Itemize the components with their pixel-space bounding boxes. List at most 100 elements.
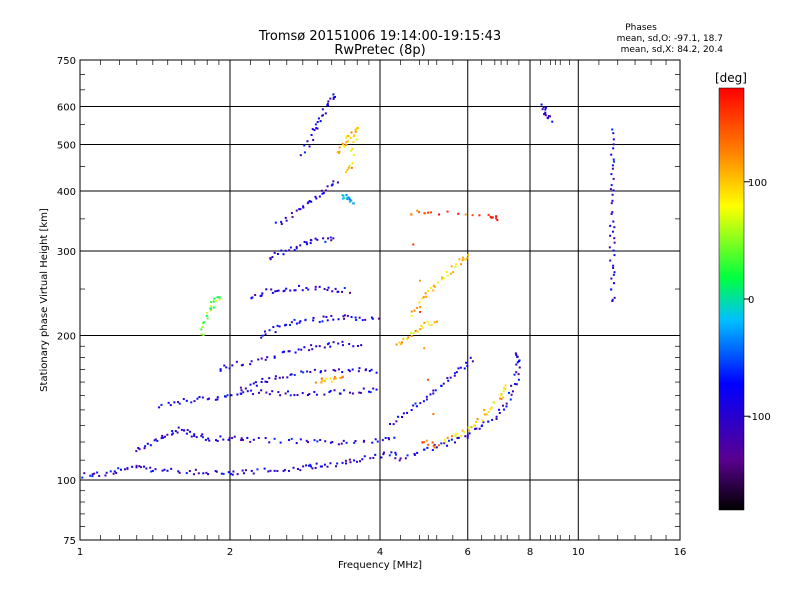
echo-point (334, 369, 337, 372)
echo-point (399, 457, 402, 460)
echo-point (205, 314, 208, 317)
echo-point (448, 439, 451, 442)
echo-point (324, 240, 327, 243)
echo-point (166, 469, 169, 472)
echo-point (283, 289, 286, 292)
echo-point (333, 375, 336, 378)
echo-point (296, 467, 299, 470)
echo-point (611, 298, 614, 301)
plot-frame (79, 59, 681, 541)
echo-point (263, 330, 266, 333)
echo-point (271, 256, 274, 259)
legend-line-o: mean, sd,O: -97.1, 18.7 (617, 34, 723, 44)
echo-point (303, 144, 306, 147)
echo-point (266, 380, 269, 383)
echo-point (608, 246, 611, 249)
echo-point (349, 461, 352, 464)
echo-point (355, 318, 358, 321)
echo-point (372, 456, 375, 459)
echo-point (427, 289, 430, 292)
echo-point (231, 364, 234, 367)
echo-point (260, 380, 263, 383)
echo-point (91, 473, 94, 476)
echo-point (388, 438, 391, 441)
echo-point (406, 411, 409, 414)
echo-point (83, 472, 86, 475)
echo-point (329, 441, 332, 444)
echo-point (143, 447, 146, 450)
echo-point (309, 463, 312, 466)
echo-point (193, 433, 196, 436)
echo-point (294, 351, 297, 354)
echo-point (300, 370, 303, 373)
x-tick-label: 16 (674, 547, 687, 558)
echo-point (270, 288, 273, 291)
echo-point (541, 108, 544, 111)
echo-point (316, 121, 319, 124)
colorbar-tick-label: -100 (748, 412, 771, 423)
echo-point (302, 206, 305, 209)
echo-point (430, 323, 433, 326)
echo-point (332, 341, 335, 344)
echo-point (343, 197, 346, 200)
echo-point (612, 273, 615, 276)
echo-point (348, 458, 351, 461)
echo-point (343, 314, 346, 317)
echo-point (455, 263, 458, 266)
echo-point (305, 286, 308, 289)
echo-point (446, 376, 449, 379)
echo-point (461, 429, 464, 432)
echo-point (329, 97, 332, 100)
echo-point (468, 432, 471, 435)
echo-point (433, 285, 436, 288)
echo-point (450, 265, 453, 268)
echo-point (609, 259, 612, 262)
echo-point (303, 240, 306, 243)
echo-point (160, 403, 163, 406)
echo-point (306, 243, 309, 246)
echo-point (348, 200, 351, 203)
echo-point (271, 291, 274, 294)
echo-point (410, 314, 413, 317)
echo-point (334, 377, 337, 380)
echo-point (433, 321, 436, 324)
echo-point (500, 397, 503, 400)
echo-point (518, 359, 521, 362)
echo-point (311, 467, 314, 470)
echo-point (308, 464, 311, 467)
echo-point (219, 368, 222, 371)
echo-point (466, 256, 469, 259)
echo-point (354, 440, 357, 443)
echo-point (315, 197, 318, 200)
echo-point (214, 398, 217, 401)
echo-point (421, 441, 424, 444)
echo-point (314, 123, 317, 126)
echo-point (330, 314, 333, 317)
echo-point (610, 173, 613, 176)
echo-point (240, 389, 243, 392)
echo-point (612, 177, 615, 180)
echo-point (325, 316, 328, 319)
echo-point (341, 197, 344, 200)
echo-point (190, 435, 193, 438)
echo-point (443, 442, 446, 445)
echo-point (613, 254, 616, 257)
echo-point (137, 447, 140, 450)
echo-point (371, 441, 374, 444)
echo-point (271, 390, 274, 393)
echo-point (425, 395, 428, 398)
echo-point (347, 135, 350, 138)
echo-point (458, 258, 461, 261)
echo-point (490, 406, 493, 409)
echo-point (612, 132, 615, 135)
echo-point (186, 429, 189, 432)
echo-point (240, 392, 243, 395)
echo-point (446, 436, 449, 439)
echo-point (327, 100, 330, 103)
echo-point (544, 106, 547, 109)
echo-point (424, 292, 427, 295)
echo-point (177, 401, 180, 404)
echo-point (81, 476, 84, 479)
echo-point (374, 438, 377, 441)
echo-point (353, 441, 356, 444)
